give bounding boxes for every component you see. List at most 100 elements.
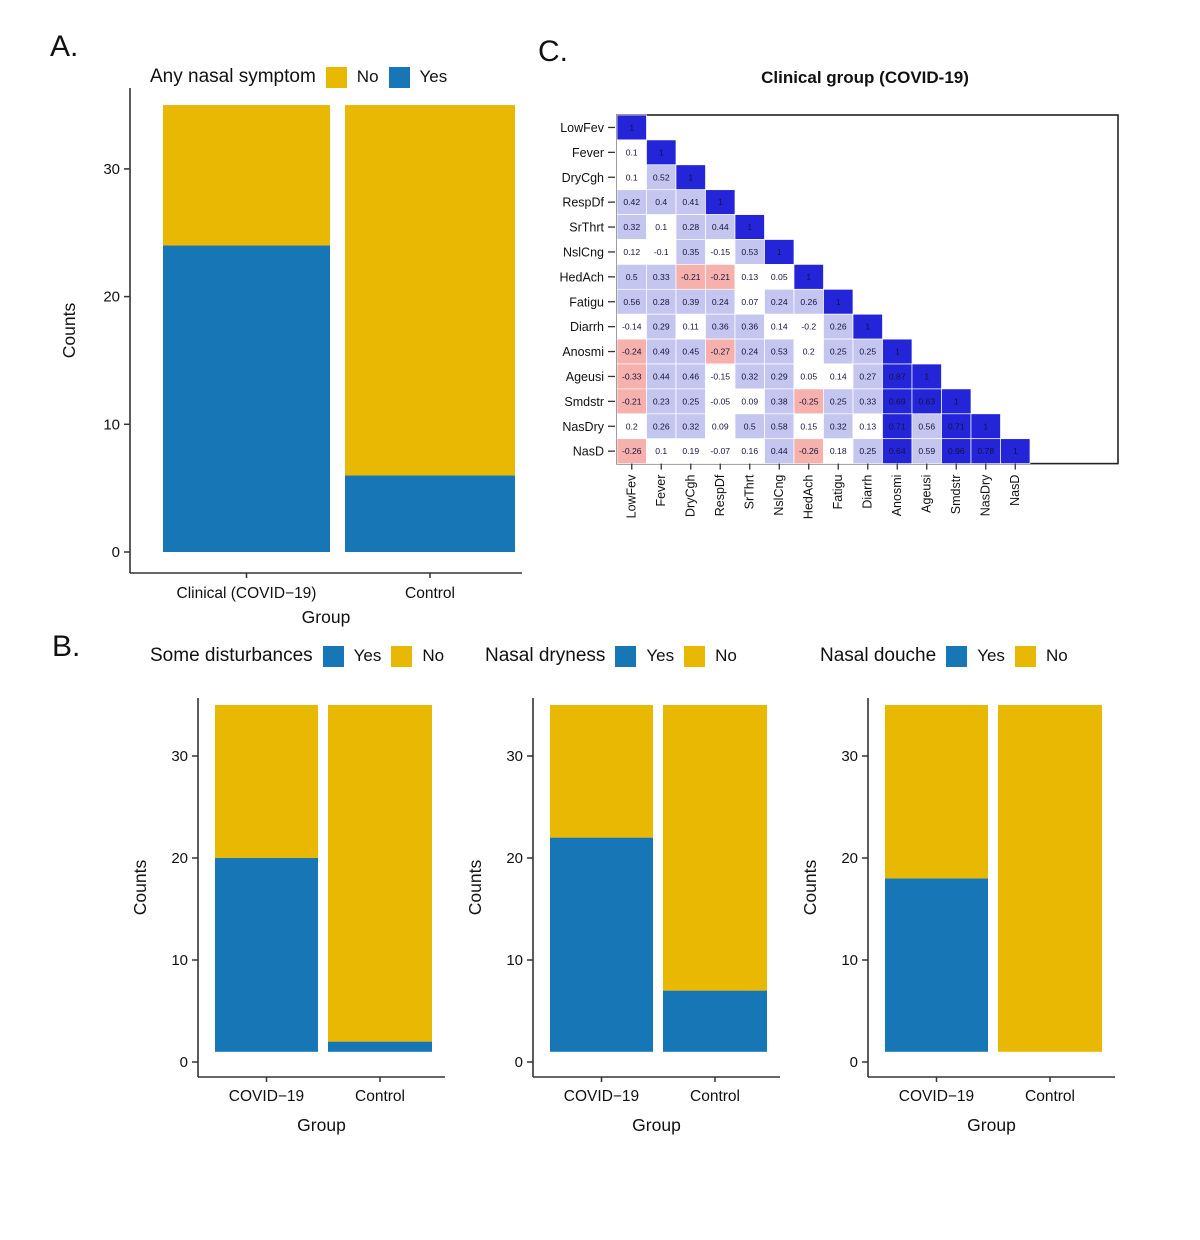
panel-a-legend-title: Any nasal symptom <box>150 66 316 87</box>
corr-value: 0.42 <box>623 197 640 207</box>
y-tick-label: 30 <box>171 748 188 765</box>
corr-cell-Smdstr-Ageusi <box>911 388 942 415</box>
corr-value: 0.12 <box>623 247 640 257</box>
bar-segment-COVID−19-No <box>885 705 988 879</box>
legend-swatch-no <box>391 645 413 667</box>
corr-cell-Ageusi-HedAch <box>793 363 824 390</box>
legend-swatch-no <box>325 66 347 88</box>
corr-cell-Fatigu-Fever <box>646 288 677 315</box>
corr-value: 0.5 <box>626 272 638 282</box>
corr-cell-NasDry-NasDry <box>970 413 1001 440</box>
x-axis-title: Group <box>632 1115 681 1135</box>
corr-value: 0.2 <box>803 347 815 357</box>
corr-cell-NasD-Ageusi <box>911 438 942 464</box>
corr-value: 0.25 <box>682 396 699 406</box>
corr-value: 0.14 <box>771 322 788 332</box>
corr-cell-Ageusi-Fatigu <box>823 363 854 390</box>
corr-value: 0.1 <box>626 147 638 157</box>
corr-value: 0.25 <box>830 347 847 357</box>
corr-value: 0.35 <box>682 247 699 257</box>
corr-value: 0.29 <box>653 322 670 332</box>
corr-value: 1 <box>865 322 870 332</box>
y-tick-label: 20 <box>103 289 120 306</box>
row-label-LowFev: LowFev <box>560 121 605 135</box>
corr-value: 0.19 <box>682 446 699 456</box>
row-label-Fever: Fever <box>572 146 604 160</box>
corr-value: 0.56 <box>623 297 640 307</box>
legend-label-no: No <box>715 646 737 665</box>
y-tick-label: 30 <box>103 161 120 178</box>
x-axis-title: Group <box>302 607 351 627</box>
corr-value: 1 <box>806 272 811 282</box>
bar-segment-COVID−19-No <box>215 705 318 858</box>
corr-value: 1 <box>718 197 723 207</box>
corr-value: -0.33 <box>622 371 642 381</box>
legend-label-yes: Yes <box>353 646 382 665</box>
y-tick-label: 30 <box>506 748 523 765</box>
corr-cell-NasDry-Smdstr <box>941 413 972 440</box>
corr-cell-Anosmi-LowFev <box>616 338 647 365</box>
corr-cell-Diarrh-Fatigu <box>823 313 854 340</box>
corr-cell-NasD-LowFev <box>616 438 647 464</box>
x-category-label: Control <box>355 1088 405 1105</box>
bar-segment-COVID−19-No <box>550 705 653 838</box>
corr-cell-Anosmi-DryCgh <box>675 338 706 365</box>
corr-cell-Ageusi-LowFev <box>616 363 647 390</box>
corr-value: 0.56 <box>918 421 935 431</box>
corr-value: 0.2 <box>626 421 638 431</box>
corr-cell-NasD-RespDf <box>705 438 736 464</box>
x-axis-title: Group <box>297 1115 346 1135</box>
bar-segment-Control-No <box>345 105 515 476</box>
corr-cell-HedAch-DryCgh <box>675 264 706 290</box>
corr-cell-Diarrh-NslCng <box>764 313 795 340</box>
corr-value: -0.26 <box>622 446 642 456</box>
corr-value: 0.18 <box>830 446 847 456</box>
panel-b1-plot-area: COVID−19 Control 0 10 20 30 Counts Group <box>130 690 465 1170</box>
panel-b-chart-nasal-douche: Nasal douche Yes No COVID−19 Control 0 10 20… <box>800 645 1135 1205</box>
corr-value: 0.46 <box>682 371 699 381</box>
corr-cell-NasD-Diarrh <box>852 438 883 464</box>
corr-value: 0.44 <box>771 446 788 456</box>
corr-value: 0.39 <box>682 297 699 307</box>
corr-cell-SrThrt-RespDf <box>705 214 736 240</box>
panel-c-correlation-matrix: LowFev 1 Fever 0.1 1 DryCgh 0.1 0.52 1 RespDf 0.42… <box>550 90 1180 580</box>
corr-value: 1 <box>629 122 634 132</box>
corr-cell-Smdstr-DryCgh <box>675 388 706 415</box>
x-category-label: COVID−19 <box>564 1088 639 1105</box>
legend-label-yes: Yes <box>977 646 1005 665</box>
bar-segment-COVID−19-Yes <box>215 858 318 1052</box>
panel-a-svg: Clinical (COVID−19) Control 0 10 20 30 Counts G… <box>59 88 522 627</box>
bar-segment-Control-Yes <box>328 1041 432 1052</box>
bar-segment-Control-No <box>998 705 1102 1052</box>
col-label-Fever: Fever <box>654 475 668 507</box>
panel-b2-legend: Nasal dryness Yes No <box>485 645 737 667</box>
corr-value: 0.32 <box>682 421 699 431</box>
y-tick-label: 10 <box>841 952 858 969</box>
corr-value: -0.07 <box>710 446 730 456</box>
panel-b-chart-nasal-dryness: Nasal dryness Yes No COVID−19 Control 0 10 2… <box>465 645 800 1205</box>
corr-cell-DryCgh-Fever <box>646 164 677 191</box>
y-tick-label: 10 <box>103 416 120 433</box>
row-label-Anosmi: Anosmi <box>562 345 604 359</box>
corr-value: -0.1 <box>654 247 669 257</box>
corr-value: -0.2 <box>801 322 816 332</box>
corr-value: 0.32 <box>623 222 640 232</box>
corr-value: 0.09 <box>741 396 758 406</box>
corr-value: 0.38 <box>771 396 788 406</box>
corr-cell-Diarrh-RespDf <box>705 313 736 340</box>
corr-value: 1 <box>659 147 664 157</box>
corr-value: 0.5 <box>744 421 756 431</box>
corr-cell-Fever-LowFev <box>616 139 647 166</box>
panel-a-chart: Clinical (COVID−19) Control 0 10 20 30 Counts G… <box>55 78 555 658</box>
col-label-DryCgh: DryCgh <box>684 475 698 517</box>
panel-b3-legend: Nasal douche Yes No <box>820 645 1068 667</box>
corr-cell-NasDry-Ageusi <box>911 413 942 440</box>
col-label-Diarrh: Diarrh <box>861 475 875 509</box>
corr-value: 0.27 <box>859 371 876 381</box>
y-axis-title: Counts <box>59 303 79 359</box>
col-label-Smdstr: Smdstr <box>949 475 963 515</box>
legend-label-yes: Yes <box>419 67 448 86</box>
corr-value: 0.26 <box>830 322 847 332</box>
row-label-SrThrt: SrThrt <box>569 221 604 235</box>
